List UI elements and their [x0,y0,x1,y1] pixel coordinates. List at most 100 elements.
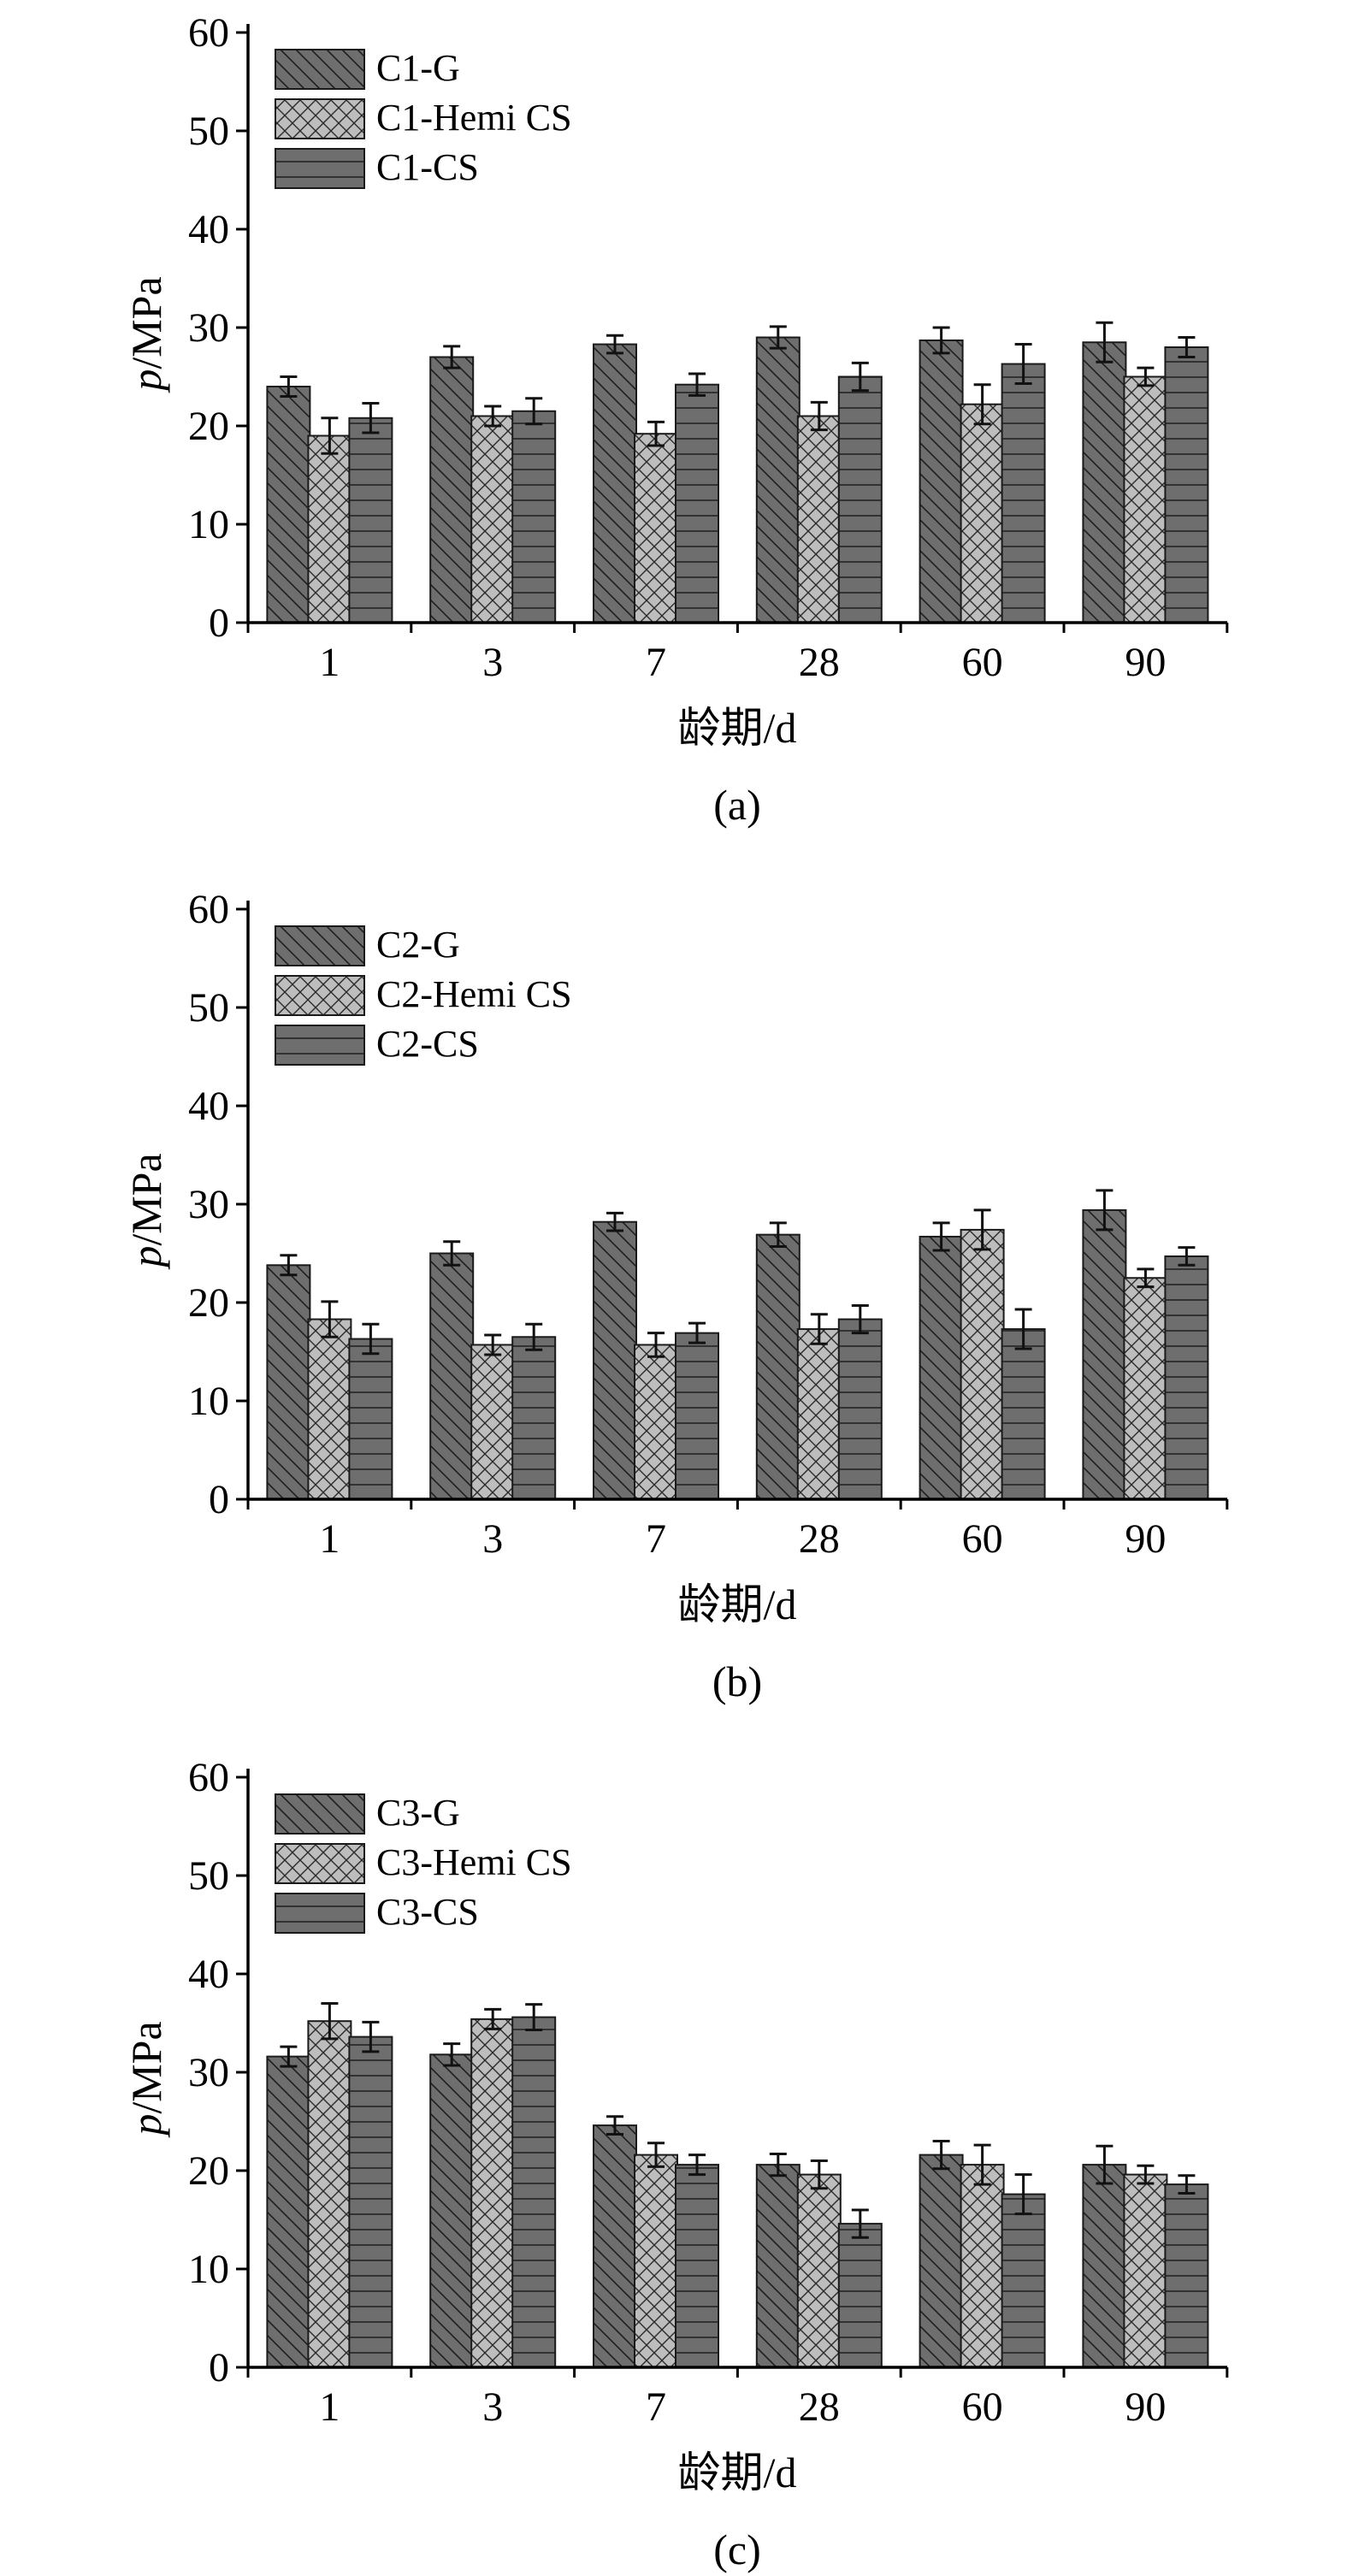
bar-cross [307,434,352,623]
bar-diag [429,2053,475,2368]
bar-diag [429,356,475,623]
bar-cross [634,1344,678,1501]
legend-label: C2-CS [376,1023,479,1065]
bar-diag [1082,341,1127,623]
legend-swatch [275,1793,365,1835]
x-tick-label: 28 [799,2384,840,2430]
bar-horiz [1164,346,1209,623]
legend-label: C1-CS [376,146,479,188]
plot-layer-a: 0 10 20 30 40 50 60 1 3 7 28 60 90 C1-G C1-Hemi CS C1-C… [188,10,1229,685]
bar-horiz [1001,2193,1046,2368]
bar-diag [593,2124,637,2368]
bar-cross [1123,1277,1168,1500]
legend-label: C1-G [376,47,460,89]
y-axis-title-b: p/MPa [122,1153,170,1269]
y-tick-label: 40 [188,1952,229,1997]
x-tick-label: 1 [319,1516,340,1562]
bar-horiz [675,2164,719,2368]
x-tick-label: 60 [962,640,1003,685]
bar-cross [307,2020,352,2368]
bar-horiz [675,383,719,623]
chart-panel-b: 0 10 20 30 40 50 60 1 3 7 28 60 90 C2-G C2-Hemi CS C2-C… [122,887,1229,1705]
bar-horiz [837,1318,883,1500]
plot-layer-b: 0 10 20 30 40 50 60 1 3 7 28 60 90 C2-G C2-Hemi CS C2-C… [188,887,1229,1562]
legend-label: C3-G [376,1792,460,1834]
bar-diag [429,1252,475,1500]
legend-label: C2-G [376,924,460,966]
legend-swatch [275,98,365,139]
y-tick-label: 60 [188,1755,229,1800]
legend-label: C3-Hemi CS [376,1841,572,1883]
y-tick-label: 40 [188,207,229,252]
bar-cross [796,1328,842,1500]
x-tick-label: 1 [319,640,340,685]
legend-swatch [275,925,365,966]
x-tick-label: 7 [646,1516,666,1562]
legend-swatch [275,1025,365,1066]
bar-diag [266,1264,311,1500]
legend-swatch [275,148,365,189]
panel-caption-a: (a) [713,781,761,829]
bar-diag [755,336,801,623]
y-tick-label: 0 [209,1477,229,1522]
bar-horiz [1001,1328,1046,1500]
x-axis-title-a: 龄期/d [678,704,797,752]
y-tick-label: 30 [188,305,229,351]
y-tick-label: 0 [209,600,229,646]
bar-cross [960,1228,1005,1500]
bar-cross [470,1344,516,1501]
y-tick-label: 50 [188,985,229,1031]
legend-label: C2-Hemi CS [376,973,572,1015]
plot-layer-c: 0 10 20 30 40 50 60 1 3 7 28 60 90 C3-G C3-Hemi CS C3-C… [188,1755,1229,2430]
bar-diag [755,2164,801,2368]
x-tick-label: 60 [962,1516,1003,1562]
bar-cross [307,1318,352,1500]
bar-horiz [348,417,393,623]
y-tick-label: 10 [188,2247,229,2292]
y-tick-label: 20 [188,404,229,449]
bar-horiz [675,1332,719,1501]
bar-horiz [837,2223,883,2368]
bar-diag [1082,2164,1127,2368]
bar-horiz [511,410,557,623]
bar-diag [919,1235,964,1500]
x-tick-label: 3 [482,1516,503,1562]
bar-cross [796,415,842,623]
legend-swatch [275,49,365,90]
panel-caption-b: (b) [712,1657,762,1705]
x-tick-label: 7 [646,2384,666,2430]
x-tick-label: 90 [1125,2384,1166,2430]
legend-swatch [275,1893,365,1934]
y-tick-label: 0 [209,2345,229,2390]
x-tick-label: 28 [799,640,840,685]
bar-cross [1123,2173,1168,2368]
bar-horiz [1164,1255,1209,1500]
x-tick-label: 1 [319,2384,340,2430]
bar-diag [755,1233,801,1500]
bar-diag [1082,1208,1127,1500]
y-tick-label: 60 [188,887,229,932]
bar-horiz [1164,2183,1209,2368]
bar-cross [796,2173,842,2368]
bar-horiz [348,1338,393,1500]
y-tick-label: 10 [188,1379,229,1424]
bar-diag [593,343,637,623]
bar-diag [919,339,964,623]
legend-label: C3-CS [376,1891,479,1933]
y-tick-label: 50 [188,1853,229,1899]
x-tick-label: 90 [1125,640,1166,685]
bar-horiz [348,2035,393,2368]
bar-horiz [837,375,883,623]
y-tick-label: 50 [188,109,229,154]
panel-caption-c: (c) [713,2526,761,2573]
bar-horiz [511,2016,557,2368]
y-axis-title-a: p/MPa [122,276,170,393]
x-tick-label: 3 [482,2384,503,2430]
bar-diag [266,2055,311,2368]
bar-horiz [511,1336,557,1500]
bar-cross [470,415,516,623]
x-tick-label: 3 [482,640,503,685]
y-tick-label: 20 [188,2148,229,2194]
y-tick-label: 60 [188,10,229,56]
